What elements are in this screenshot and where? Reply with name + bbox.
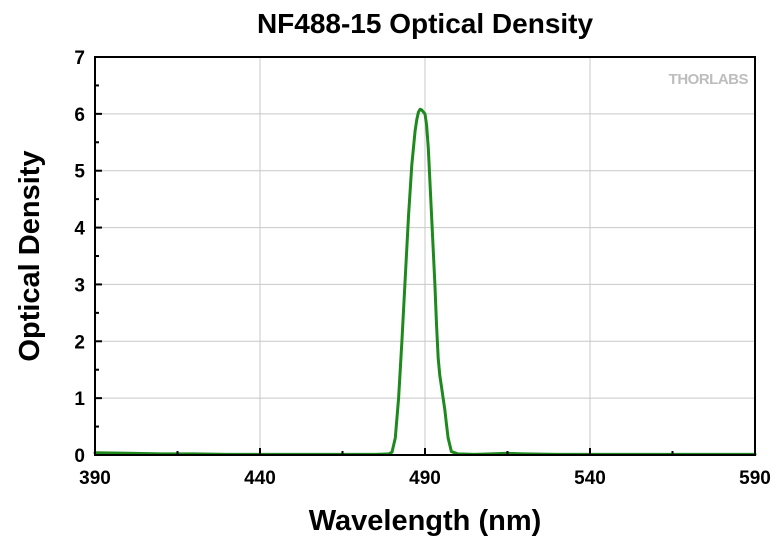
- y-tick-label: 2: [74, 332, 85, 353]
- x-tick-label: 490: [409, 468, 441, 489]
- x-tick-label: 390: [79, 468, 111, 489]
- y-tick-label: 0: [74, 446, 85, 467]
- y-tick-label: 4: [74, 219, 85, 240]
- y-tick-label: 6: [74, 105, 85, 126]
- x-tick-label: 540: [574, 468, 606, 489]
- chart-title: NF488-15 Optical Density: [257, 8, 594, 39]
- y-tick-labels: 0 1 2 3 4 5 6 7: [74, 48, 85, 467]
- y-tick-label: 5: [74, 162, 85, 183]
- x-tick-labels: 390 440 490 540 590: [79, 468, 771, 489]
- thorlabs-watermark: THORLABS: [669, 71, 749, 88]
- y-tick-label: 1: [74, 389, 85, 410]
- y-tick-label: 3: [74, 275, 85, 296]
- y-axis-title: Optical Density: [14, 150, 46, 361]
- x-tick-label: 440: [244, 468, 276, 489]
- x-axis-title: Wavelength (nm): [309, 505, 542, 537]
- y-tick-label: 7: [74, 48, 85, 69]
- x-tick-label: 590: [739, 468, 771, 489]
